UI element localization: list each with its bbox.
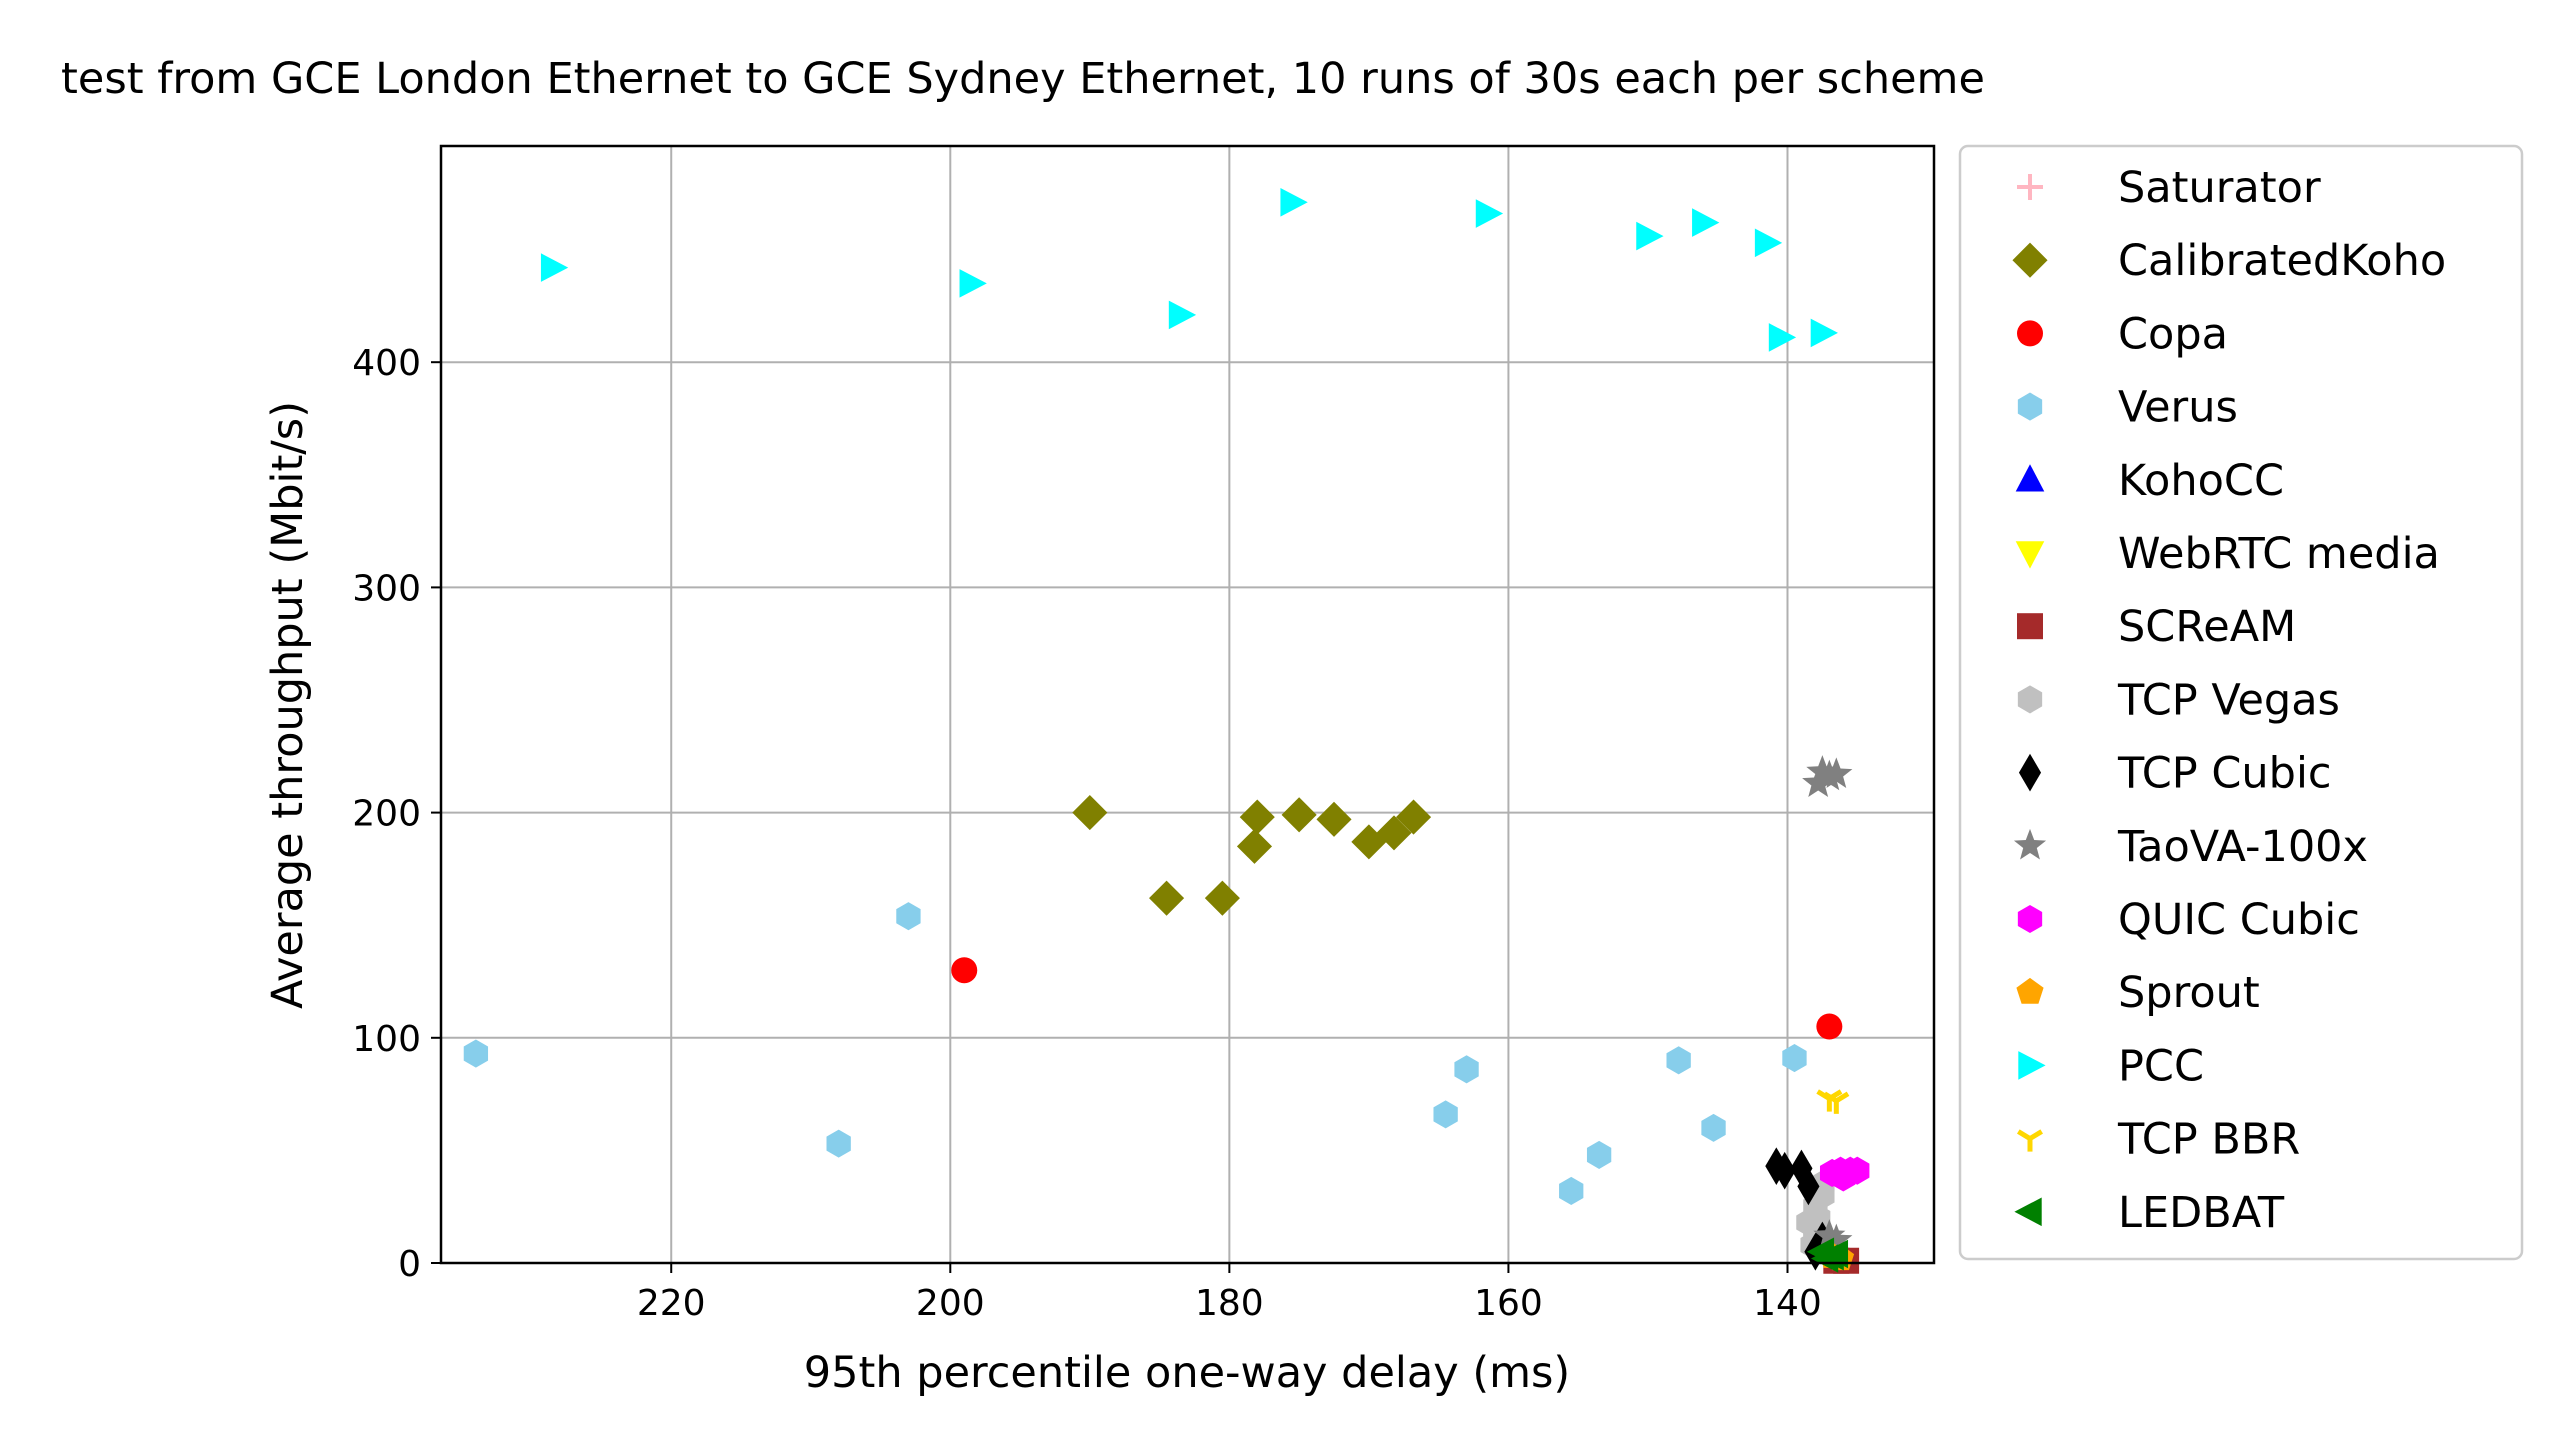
legend-marker (2018, 1051, 2046, 1080)
legend-label: QUIC Cubic (2118, 895, 2360, 945)
data-point (1149, 880, 1185, 916)
data-point (1559, 1176, 1584, 1205)
y-tick-label: 300 (352, 568, 421, 609)
data-point (1845, 1156, 1870, 1185)
x-tick-label: 140 (1753, 1283, 1822, 1324)
legend-label: TCP BBR (2117, 1115, 2300, 1165)
y-tick-label: 400 (352, 343, 421, 384)
data-point (1281, 797, 1317, 833)
x-tick-label: 200 (916, 1283, 985, 1324)
legend-marker (2015, 541, 2045, 569)
legend-marker (2016, 977, 2044, 1004)
data-point (1204, 880, 1240, 916)
y-axis-ticks: 0 100 200 300 400 (352, 343, 441, 1285)
legend-label: PCC (2118, 1041, 2204, 1091)
data-point (1666, 1046, 1691, 1075)
legend-label: Verus (2118, 383, 2238, 433)
x-tick-label: 220 (637, 1283, 706, 1324)
plot-area (439, 144, 1936, 1265)
data-point (1586, 1140, 1612, 1169)
legend-marker (2017, 613, 2043, 640)
x-axis-label: 95th percentile one-way delay (ms) (804, 1348, 1570, 1398)
legend-label: Sprout (2118, 968, 2260, 1018)
x-tick-label: 180 (1195, 1283, 1264, 1324)
data-point (1433, 1100, 1458, 1129)
legend-marker (2015, 464, 2045, 492)
y-axis-label: Average throughput (Mbit/s) (263, 401, 313, 1009)
data-point (1820, 1223, 1853, 1255)
data-point (1813, 1219, 1846, 1250)
data-point (826, 1129, 851, 1158)
data-point (951, 957, 978, 984)
data-point (1802, 766, 1835, 797)
legend-label: TaoVA-100x (2117, 822, 2368, 872)
legend-marker (2017, 904, 2043, 934)
data-points (463, 188, 1870, 1274)
legend-marker (2016, 1129, 2044, 1152)
data-point (1797, 1167, 1820, 1206)
data-point (896, 902, 921, 931)
data-point (1316, 801, 1352, 837)
legend-marker (2018, 753, 2042, 792)
legend-box (1958, 144, 2524, 1261)
legend-marker (2013, 828, 2047, 860)
legend-marker (2017, 685, 2043, 714)
data-point (1280, 188, 1308, 217)
data-point (1701, 1113, 1726, 1142)
y-tick-label: 100 (352, 1019, 421, 1060)
data-point (1376, 815, 1412, 851)
y-tick-label: 200 (352, 794, 421, 835)
data-point (1823, 1091, 1850, 1114)
legend: Saturator CalibratedKoho Copa Verus KohoCC We… (1958, 144, 2524, 1261)
data-point (1454, 1055, 1479, 1084)
legend-label: CalibratedKoho (2118, 236, 2446, 286)
legend-marker (2012, 242, 2048, 278)
data-point (1395, 799, 1432, 835)
x-tick-label: 160 (1474, 1283, 1543, 1324)
data-point (1636, 221, 1664, 251)
data-point (1816, 1013, 1843, 1040)
data-point (1475, 199, 1504, 228)
data-point (1768, 323, 1797, 352)
y-tick-label: 0 (398, 1244, 421, 1285)
data-point (1810, 1244, 1839, 1273)
legend-marker (2014, 1197, 2042, 1227)
data-point (1820, 757, 1853, 788)
x-axis-ticks: 220 200 180 160 140 (637, 1263, 1822, 1324)
legend-label: LEDBAT (2118, 1188, 2285, 1238)
chart-title: test from GCE London Ethernet to GCE Syd… (61, 54, 1985, 104)
data-point (1239, 799, 1275, 835)
legend-label: Saturator (2118, 163, 2321, 213)
data-point (959, 269, 987, 298)
legend-label: SCReAM (2118, 602, 2296, 652)
legend-label: WebRTC media (2118, 529, 2440, 579)
data-point (1810, 318, 1838, 348)
legend-label: TCP Cubic (2117, 749, 2332, 799)
legend-label: Copa (2118, 309, 2228, 359)
data-point (1773, 1151, 1796, 1190)
legend-label: KohoCC (2118, 456, 2284, 506)
legend-label: TCP Vegas (2117, 675, 2340, 725)
data-point (1072, 795, 1108, 831)
data-point (1754, 228, 1783, 258)
data-point (1782, 1044, 1807, 1073)
legend-marker (2017, 320, 2043, 347)
data-point (1168, 300, 1197, 330)
data-point (540, 253, 569, 282)
data-point (1236, 828, 1273, 864)
legend-marker (2017, 174, 2043, 200)
data-point (463, 1039, 489, 1068)
data-point (1692, 208, 1720, 237)
legend-marker (2017, 392, 2043, 421)
